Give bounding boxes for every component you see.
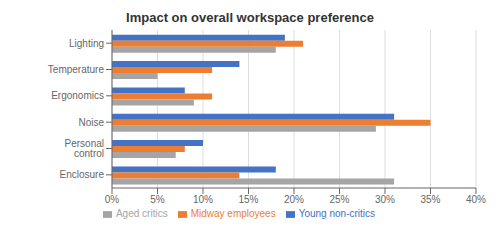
- svg-text:Ergonomics: Ergonomics: [51, 90, 104, 101]
- html-text:Aged critics: Aged critics: [116, 208, 168, 219]
- svg-text:Temperature: Temperature: [48, 64, 105, 75]
- html-text:Midway employees: Midway employees: [190, 208, 276, 219]
- svg-text:Personalcontrol: Personalcontrol: [65, 138, 104, 159]
- svg-text:35%: 35%: [420, 194, 440, 205]
- svg-text:30%: 30%: [375, 194, 395, 205]
- html-text:Impact on overall workspace pr: Impact on overall workspace preference: [126, 10, 374, 25]
- svg-text:Noise: Noise: [78, 117, 104, 128]
- svg-text:Enclosure: Enclosure: [60, 169, 105, 180]
- svg-text:5%: 5%: [150, 194, 165, 205]
- svg-text:10%: 10%: [193, 194, 213, 205]
- html-text:Young non-critics: Young non-critics: [298, 208, 375, 219]
- svg-text:Lighting: Lighting: [69, 38, 104, 49]
- svg-text:20%: 20%: [284, 194, 304, 205]
- svg-text:25%: 25%: [329, 194, 349, 205]
- svg-text:40%: 40%: [466, 194, 486, 205]
- svg-text:15%: 15%: [238, 194, 258, 205]
- svg-text:0%: 0%: [105, 194, 120, 205]
